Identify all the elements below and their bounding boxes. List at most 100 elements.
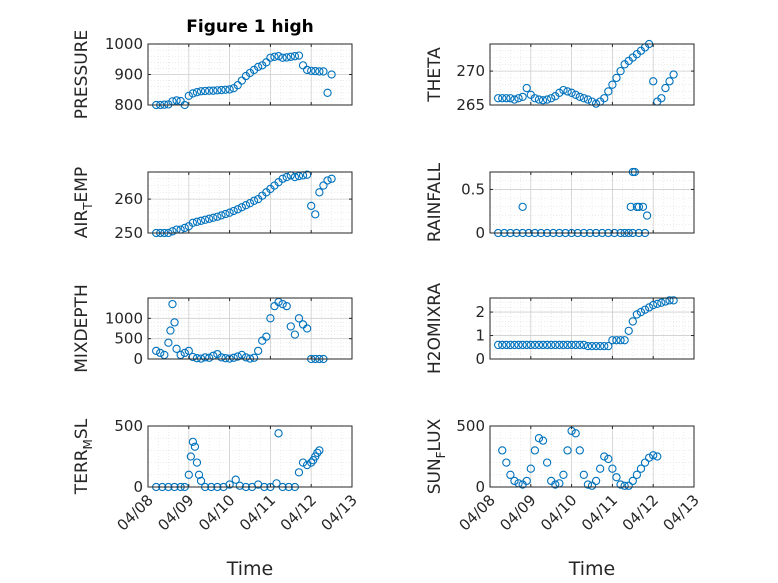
data-point <box>278 299 287 309</box>
data-point <box>164 338 173 347</box>
data-point <box>596 341 605 351</box>
data-point <box>294 314 304 323</box>
data-point <box>188 437 198 447</box>
y-tick-label: 0 <box>475 478 485 496</box>
data-point <box>665 296 674 305</box>
data-point <box>510 476 519 486</box>
data-point <box>249 353 259 362</box>
data-point <box>624 481 633 490</box>
data-point <box>245 199 255 208</box>
data-point <box>290 52 300 61</box>
data-point <box>579 470 588 479</box>
data-point <box>567 88 576 97</box>
data-point <box>596 464 605 473</box>
axes-box <box>147 425 353 488</box>
y-tick-label: 0 <box>133 350 143 368</box>
data-point <box>229 206 238 216</box>
y-tick-label: 1000 <box>105 309 143 327</box>
data-point <box>266 53 275 62</box>
data-point <box>319 67 328 76</box>
data-point <box>616 480 625 489</box>
data-point <box>323 88 332 97</box>
y-tick-label: 265 <box>456 96 485 114</box>
y-tick-label: 900 <box>114 66 143 84</box>
y-axis-label: H2OMIXRA <box>425 283 445 374</box>
subplot-pressure: 800 900 1000 PRESSURE Figure 1 high <box>72 17 353 119</box>
data-point <box>542 95 552 104</box>
y-axis-label: PRESSURE <box>72 30 92 119</box>
data-point <box>200 215 210 224</box>
data-point <box>186 452 195 461</box>
data-point <box>172 96 181 105</box>
data-point <box>600 94 609 103</box>
subplot-mixdepth: 0 500 1000 MIXDEPTH <box>72 284 353 373</box>
data-point <box>632 470 642 479</box>
data-point <box>669 70 678 79</box>
data-point <box>518 92 527 102</box>
data-point <box>192 354 202 363</box>
data-point <box>498 340 507 350</box>
data-point <box>514 340 523 350</box>
data-point <box>653 299 662 309</box>
data-point <box>315 446 324 455</box>
data-point <box>638 202 648 212</box>
data-point <box>313 448 322 457</box>
data-point <box>319 181 328 190</box>
data-point <box>254 62 263 72</box>
data-point <box>612 473 621 482</box>
data-point <box>547 94 556 103</box>
data-point <box>233 205 242 214</box>
data-point <box>315 67 324 76</box>
y-axis-label: TERRMSL <box>72 418 95 495</box>
y-tick-label: 0 <box>475 224 485 242</box>
data-point <box>200 353 210 362</box>
data-point <box>567 340 576 350</box>
data-point <box>262 58 271 67</box>
data-point <box>498 94 507 103</box>
data-point <box>302 65 312 75</box>
data-point <box>217 211 226 220</box>
data-point <box>205 214 214 223</box>
y-tick-label: 1 <box>475 327 485 345</box>
y-tick-label: 270 <box>456 62 485 80</box>
data-point <box>587 341 597 351</box>
data-point <box>661 83 670 93</box>
data-point <box>192 458 202 467</box>
data-point <box>168 227 177 236</box>
data-point <box>583 95 593 104</box>
data-point <box>632 310 642 319</box>
subplot-h2omixra: 0 1 2 H2OMIXRA <box>425 283 695 374</box>
data-point <box>555 88 564 97</box>
data-point <box>237 76 246 85</box>
data-point <box>200 86 210 96</box>
subplot-air-temp: 250 260 AIRTEMP <box>72 167 353 242</box>
data-point <box>644 303 654 312</box>
data-point <box>311 66 320 76</box>
y-tick-label: 1000 <box>105 35 143 53</box>
data-point <box>616 66 625 76</box>
data-point <box>518 340 527 350</box>
data-point <box>327 70 336 79</box>
data-point <box>612 73 621 83</box>
data-point <box>506 340 515 350</box>
data-point <box>649 451 658 460</box>
data-point <box>192 88 202 97</box>
data-point <box>559 85 568 95</box>
data-point <box>184 470 193 479</box>
data-point <box>205 353 214 362</box>
data-point <box>152 346 161 356</box>
data-point <box>612 336 621 345</box>
data-point <box>278 53 287 62</box>
data-point <box>644 453 654 462</box>
data-point <box>290 330 300 339</box>
data-point <box>156 348 165 358</box>
data-point <box>583 480 593 489</box>
data-point <box>591 476 601 486</box>
data-point <box>608 336 617 345</box>
data-point <box>494 94 503 103</box>
data-point <box>604 87 613 96</box>
data-point <box>290 172 300 182</box>
data-point <box>634 202 644 212</box>
